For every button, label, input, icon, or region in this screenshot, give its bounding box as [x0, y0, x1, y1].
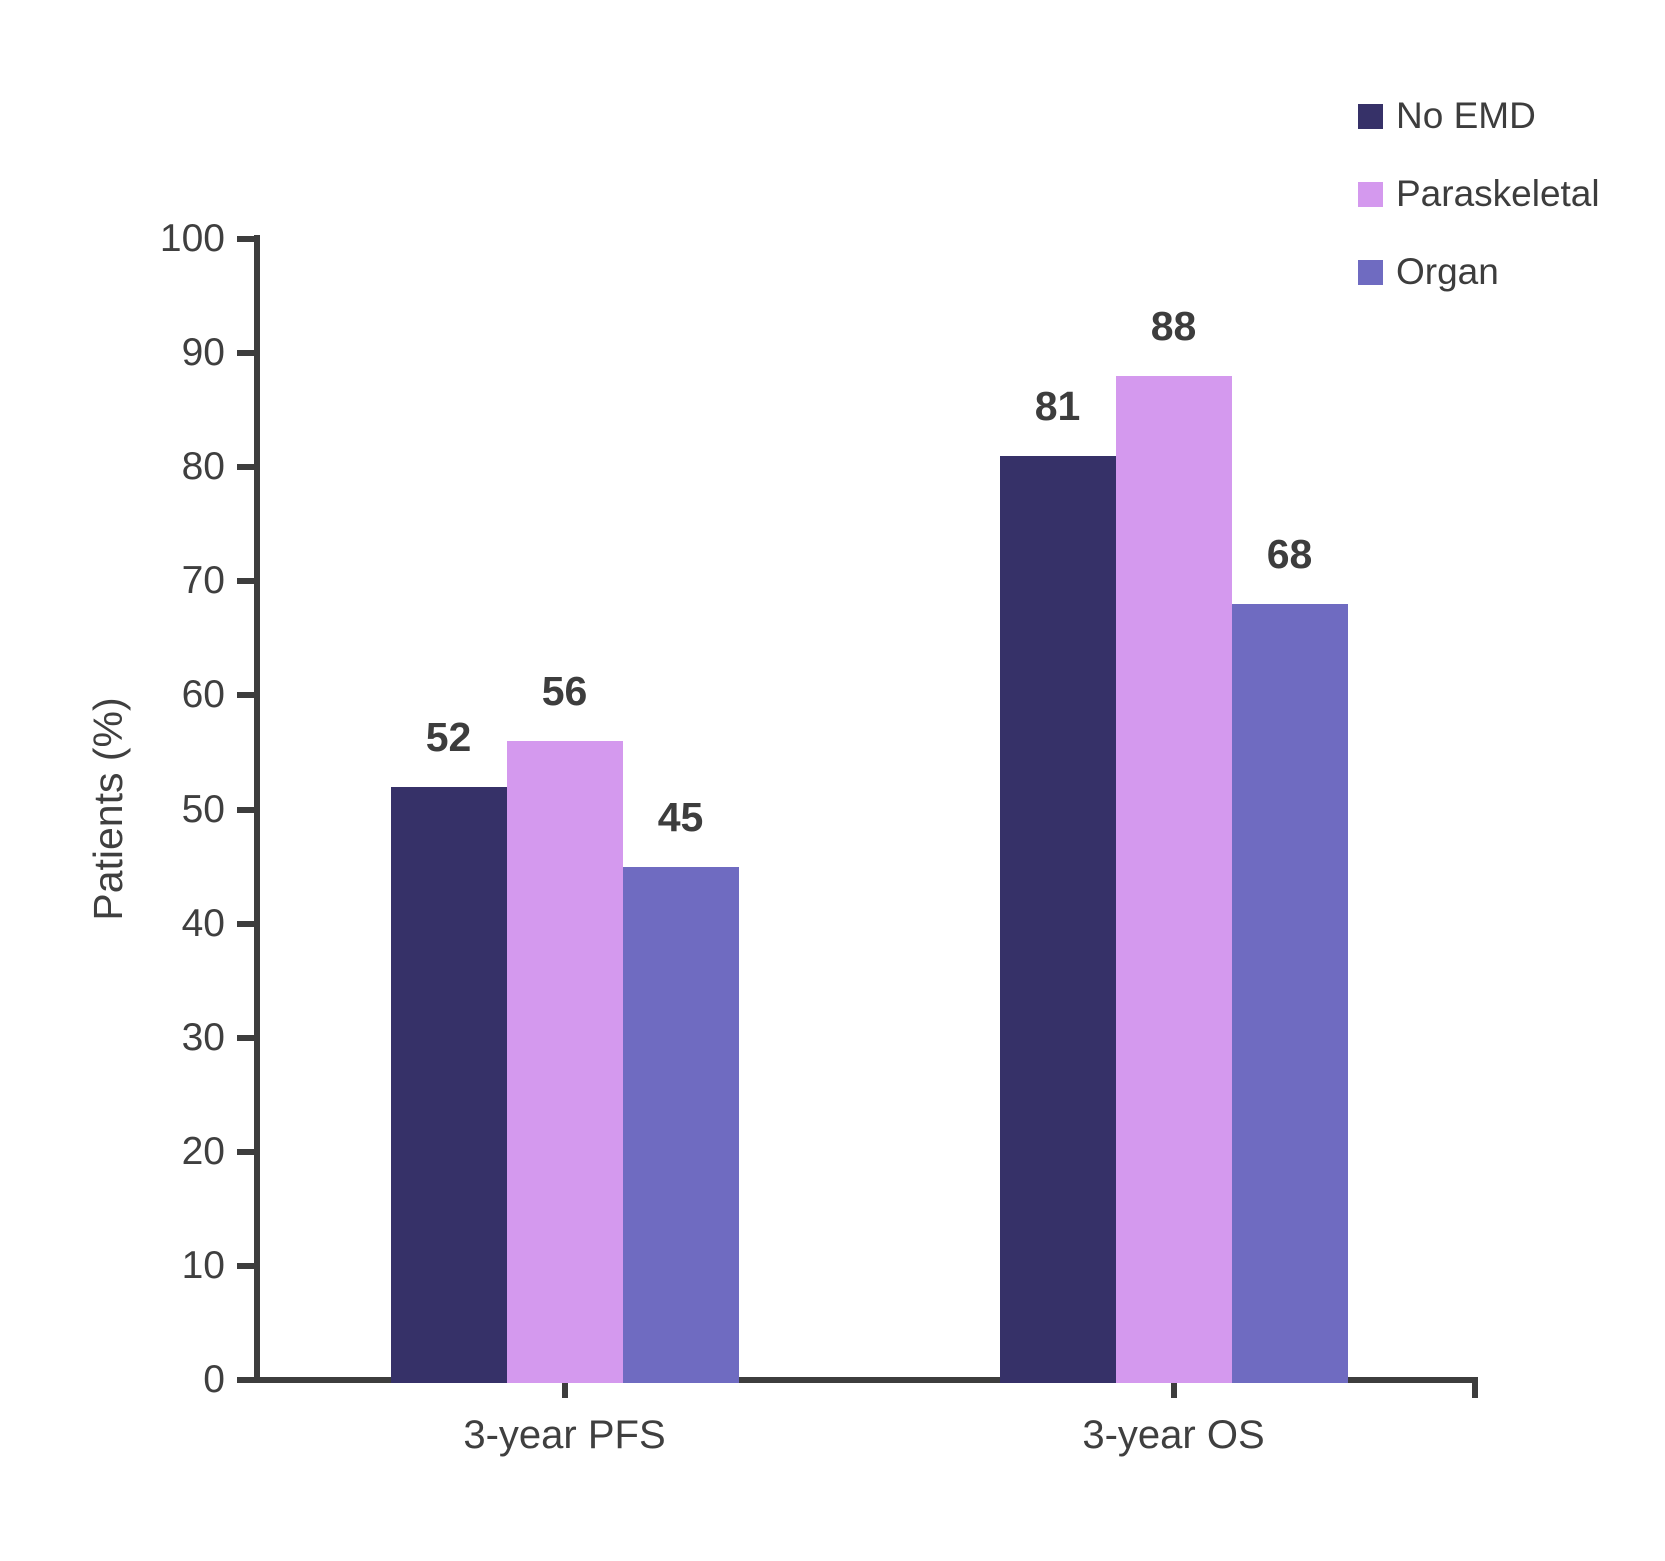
bar-no-emd — [999, 455, 1116, 1383]
bar-paraskeletal — [1115, 375, 1232, 1383]
y-tick-mark — [237, 920, 254, 927]
y-tick-label: 10 — [181, 1243, 225, 1287]
y-tick-mark — [237, 578, 254, 585]
y-tick-mark — [237, 1262, 254, 1269]
bar-no-emd — [390, 786, 507, 1383]
x-tick-mark — [1170, 1383, 1177, 1398]
y-tick-label: 0 — [203, 1358, 225, 1401]
bar-value-label: 56 — [541, 668, 588, 715]
x-category-label: 3-year PFS — [463, 1413, 666, 1457]
y-tick-label: 100 — [159, 217, 225, 260]
bar-paraskeletal — [506, 741, 623, 1383]
legend-swatch-icon — [1358, 181, 1383, 207]
y-tick-mark — [237, 692, 254, 699]
y-tick-label: 70 — [181, 559, 225, 603]
legend-swatch-icon — [1358, 103, 1383, 129]
bar-organ — [1231, 604, 1348, 1383]
x-axis-end-tick — [1472, 1383, 1478, 1398]
legend-item-no-emd: No EMD — [1358, 96, 1600, 136]
y-tick-mark — [237, 464, 254, 471]
y-tick-mark — [237, 350, 254, 357]
x-axis-line — [254, 1377, 1478, 1383]
bar-value-label: 88 — [1150, 302, 1197, 349]
bar-organ — [622, 866, 739, 1383]
legend-swatch-icon — [1358, 259, 1383, 285]
y-tick-label: 20 — [181, 1129, 225, 1173]
y-tick-label: 60 — [181, 673, 225, 717]
legend-label: No EMD — [1396, 95, 1536, 136]
y-tick-label: 30 — [181, 1015, 225, 1059]
y-tick-mark — [237, 1148, 254, 1155]
bar-value-label: 45 — [657, 793, 704, 840]
legend-item-organ: Organ — [1358, 252, 1600, 292]
x-category-label: 3-year OS — [1082, 1413, 1265, 1457]
y-tick-label: 90 — [181, 331, 225, 375]
y-tick-mark — [237, 236, 254, 242]
y-tick-mark — [237, 806, 254, 813]
y-tick-label: 40 — [181, 901, 225, 945]
chart-legend: No EMD Paraskeletal Organ — [1358, 96, 1600, 330]
legend-label: Organ — [1396, 251, 1499, 292]
bar-value-label: 81 — [1034, 382, 1081, 429]
legend-item-paraskeletal: Paraskeletal — [1358, 174, 1600, 214]
x-tick-mark — [561, 1383, 568, 1398]
y-tick-label: 50 — [181, 787, 225, 831]
y-tick-mark — [237, 1034, 254, 1041]
legend-label: Paraskeletal — [1396, 173, 1600, 214]
y-tick-label: 80 — [181, 445, 225, 489]
y-tick-mark — [237, 1377, 254, 1383]
bar-value-label: 52 — [425, 713, 472, 760]
bar-value-label: 68 — [1266, 531, 1313, 578]
y-axis-line — [254, 235, 260, 1383]
